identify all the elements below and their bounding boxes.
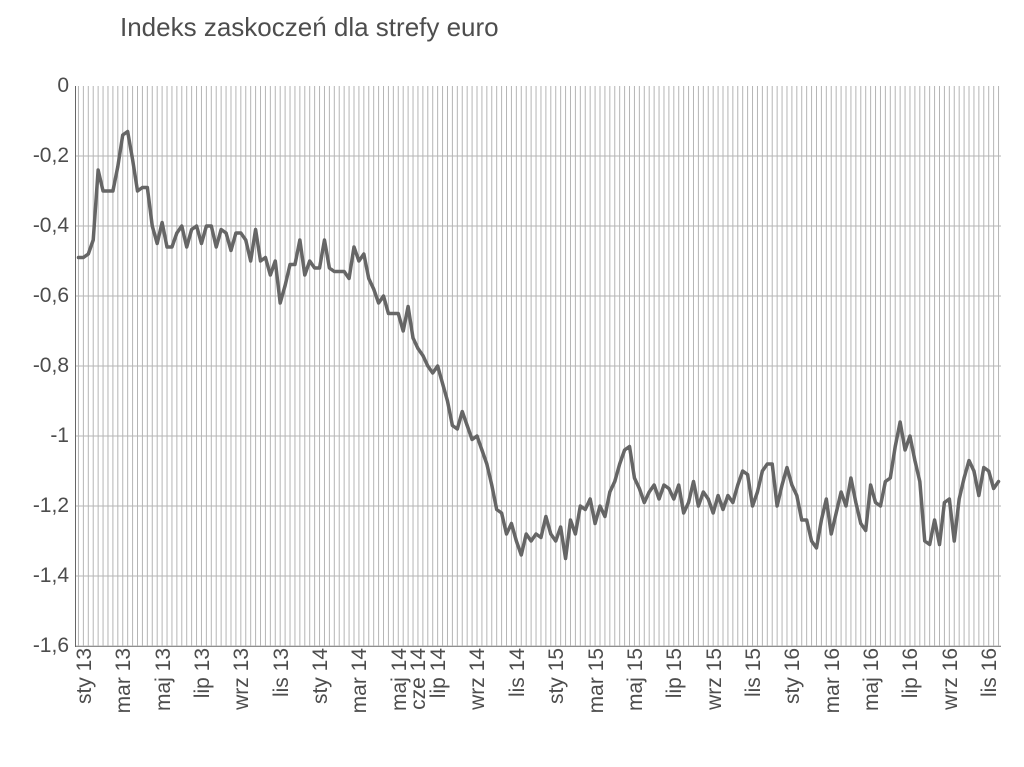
chart-title: Indeks zaskoczeń dla strefy euro [120,12,499,43]
y-tick-label: -0,6 [9,284,69,308]
x-tick-label: lip 16 [899,648,923,698]
chart-container: Indeks zaskoczeń dla strefy euro 0 -0,2 -0… [0,0,1024,767]
x-tick-label: maj 15 [624,648,648,711]
x-tick-label: wrz 13 [230,648,254,710]
x-tick-label: maj 14 [388,648,412,711]
x-tick-label: wrz 15 [703,648,727,710]
x-tick-label: lip 13 [191,648,215,698]
y-tick-label: 0 [9,74,69,98]
plot-area [75,86,1001,647]
y-tick-label: -0,4 [9,214,69,238]
y-tick-label: -1 [9,424,69,448]
x-tick-label: mar 15 [585,648,609,713]
x-tick-label: maj 16 [860,648,884,711]
x-tick-label: mar 13 [112,648,136,713]
x-tick-label: lis 13 [270,648,294,697]
plot-svg [76,86,1001,646]
x-tick-label: mar 14 [348,648,372,713]
x-tick-label: sty 16 [781,648,805,704]
y-tick-label: -1,2 [9,494,69,518]
x-tick-label: sty 15 [545,648,569,704]
y-tick-label: -0,2 [9,144,69,168]
x-tick-label: wrz 16 [939,648,963,710]
x-tick-label: mar 16 [821,648,845,713]
y-tick-label: -0,8 [9,354,69,378]
x-tick-label: lip 14 [427,648,451,698]
x-tick-label: lip 15 [663,648,687,698]
x-tick-label: sty 13 [73,648,97,704]
x-tick-label: lis 15 [742,648,766,697]
x-tick-label: sty 14 [309,648,333,704]
x-tick-label: cze 14 [407,648,431,710]
x-tick-label: lis 14 [506,648,530,697]
x-tick-label: lis 16 [978,648,1002,697]
x-tick-label: maj 13 [152,648,176,711]
x-tick-label: wrz 14 [466,648,490,710]
y-tick-label: -1,6 [9,634,69,658]
y-tick-label: -1,4 [9,564,69,588]
